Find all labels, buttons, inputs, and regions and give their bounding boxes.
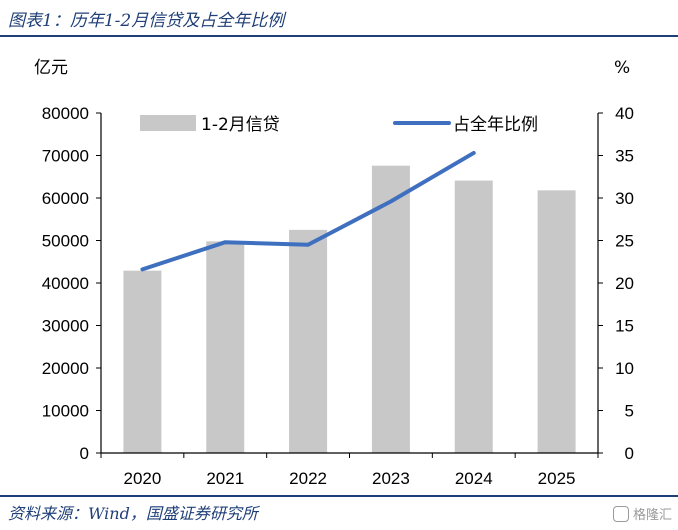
left-tick-label: 20000 — [42, 359, 89, 378]
source-note: 资料来源：Wind，国盛证券研究所 — [8, 504, 258, 523]
left-tick-label: 0 — [80, 444, 89, 463]
bar-2022 — [289, 229, 328, 453]
right-tick-label: 35 — [615, 147, 634, 166]
x-tick-label: 2020 — [124, 469, 162, 488]
right-axis-title: % — [614, 58, 630, 78]
right-axis-unit: % — [614, 58, 630, 78]
left-axis-unit: 亿元 — [34, 58, 68, 78]
x-tick-label: 2021 — [206, 469, 244, 488]
bar-2021 — [206, 241, 245, 453]
legend-bar-swatch — [140, 115, 196, 131]
right-tick-label: 10 — [615, 359, 634, 378]
x-tick-label: 2024 — [455, 469, 493, 488]
right-tick-label: 0 — [625, 444, 634, 463]
bar-2020 — [123, 270, 162, 453]
left-tick-label: 10000 — [42, 402, 89, 421]
right-tick-label: 40 — [615, 104, 634, 123]
legend-line-label: 占全年比例 — [453, 115, 538, 135]
x-tick-labels: 2020 2021 2022 2023 2024 2025 — [124, 469, 576, 488]
left-tick-label: 70000 — [42, 147, 89, 166]
bar-series — [123, 165, 576, 453]
left-tick-labels: 0 10000 20000 30000 40000 50000 60000 70000 8000… — [42, 104, 89, 463]
x-tick-label: 2023 — [372, 469, 410, 488]
watermark-logo-icon — [612, 505, 629, 522]
left-tick-label: 80000 — [42, 104, 89, 123]
figure-title: 图表1：历年1-2月信贷及占全年比例 — [8, 11, 285, 31]
bar-2025 — [537, 190, 576, 453]
legend-bar-label: 1-2月信贷 — [201, 115, 280, 135]
bottom-rule — [0, 495, 678, 497]
right-tick-label: 30 — [615, 189, 634, 208]
chart: 亿元 % 0 10000 20000 30000 40000 50000 60000 7000… — [34, 58, 634, 488]
bar-2024 — [454, 180, 493, 453]
right-tick-label: 25 — [615, 232, 634, 251]
top-rule — [0, 35, 678, 37]
left-tick-label: 40000 — [42, 274, 89, 293]
left-tick-label: 30000 — [42, 317, 89, 336]
x-tick-label: 2025 — [538, 469, 576, 488]
right-tick-label: 20 — [615, 274, 634, 293]
left-tick-label: 60000 — [42, 189, 89, 208]
right-tick-label: 15 — [615, 317, 634, 336]
left-tick-label: 50000 — [42, 232, 89, 251]
legend: 1-2月信贷 占全年比例 — [140, 115, 538, 135]
axes — [96, 112, 603, 458]
bar-2023 — [371, 165, 410, 453]
watermark-text: 格隆汇 — [632, 507, 672, 522]
right-tick-labels: 0 5 10 15 20 25 30 35 40 — [615, 104, 634, 463]
x-tick-label: 2022 — [289, 469, 327, 488]
left-axis-title: 亿元 — [34, 58, 68, 78]
watermark: 格隆汇 — [612, 504, 672, 523]
right-tick-label: 5 — [625, 402, 634, 421]
line-series — [140, 150, 476, 272]
